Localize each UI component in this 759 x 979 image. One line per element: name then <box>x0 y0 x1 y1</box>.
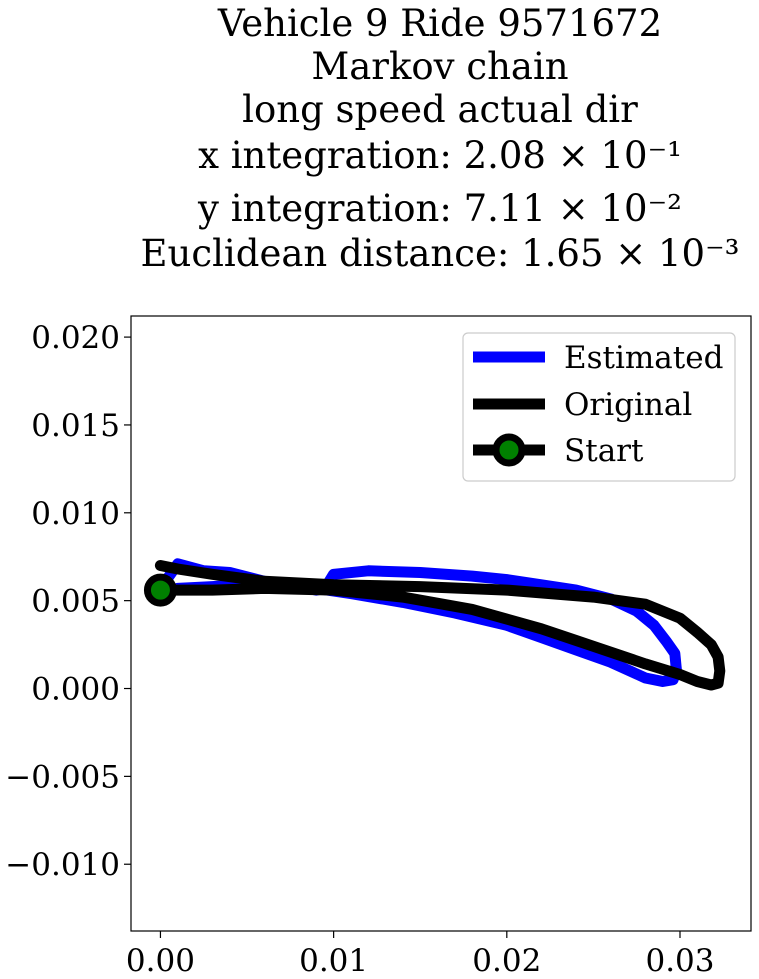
title-line-2: Markov chain <box>311 45 568 88</box>
y-tick-label: 0.010 <box>31 496 120 532</box>
x-tick-label: 0.01 <box>299 943 368 979</box>
plot-frame <box>130 315 752 932</box>
legend-label-estimated: Estimated <box>564 340 723 376</box>
plot-area: 0.00 0.01 0.02 0.03 −0.010 −0.005 0.000 0.005 0… <box>5 315 752 979</box>
series-line-original <box>154 560 726 691</box>
title-line-6: Euclidean distance: 1.65 × 10⁻³ <box>141 232 740 275</box>
legend-label-original: Original <box>564 387 692 423</box>
x-tick-label: 0.00 <box>126 943 195 979</box>
legend-label-start: Start <box>564 433 644 469</box>
start-marker <box>143 573 177 607</box>
x-tick-label: 0.02 <box>472 943 541 979</box>
title-line-3: long speed actual dir <box>242 88 638 131</box>
title-line-4: x integration: 2.08 × 10⁻¹ <box>198 134 682 177</box>
legend: Estimated Original Start <box>462 332 736 482</box>
legend-box <box>462 332 736 482</box>
series-layer <box>143 558 726 691</box>
title-line-1: Vehicle 9 Ride 9571672 <box>217 2 662 45</box>
x-axis: 0.00 0.01 0.02 0.03 <box>126 931 715 979</box>
title-line-5: y integration: 7.11 × 10⁻² <box>197 187 682 230</box>
y-tick-label: −0.010 <box>5 847 120 883</box>
legend-marker-start <box>492 433 526 467</box>
y-tick-label: 0.015 <box>31 408 120 444</box>
y-tick-label: 0.000 <box>31 672 120 708</box>
y-axis: −0.010 −0.005 0.000 0.005 0.010 0.015 0.020 <box>5 320 131 883</box>
y-tick-label: 0.005 <box>31 584 120 620</box>
chart-title: Vehicle 9 Ride 9571672 Markov chain long… <box>141 2 740 275</box>
x-tick-label: 0.03 <box>645 943 714 979</box>
y-tick-label: 0.020 <box>31 320 120 356</box>
y-tick-label: −0.005 <box>5 759 120 795</box>
